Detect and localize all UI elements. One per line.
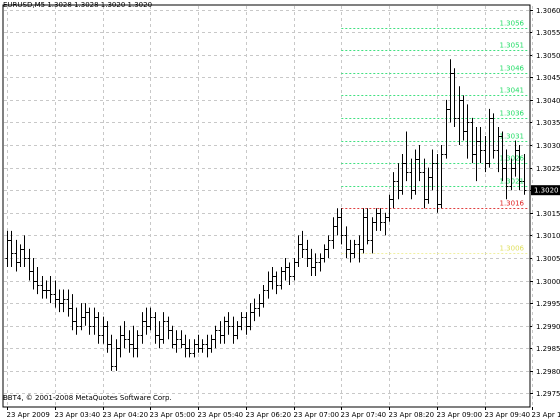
x-tick-label: 23 Apr 06:20 xyxy=(246,411,292,419)
level-label: 1.3031 xyxy=(500,133,525,141)
y-tick-label: 1.2980 xyxy=(536,368,560,376)
y-tick-label: 1.3035 xyxy=(536,119,560,127)
y-tick-label: 1.2985 xyxy=(536,345,560,353)
y-tick-label: 1.3005 xyxy=(536,255,560,263)
x-tick-label: 23 Apr 03:40 xyxy=(55,411,101,419)
y-tick-label: 1.2990 xyxy=(536,323,560,331)
current-price-tag xyxy=(531,185,560,196)
symbol-timeframe: EURUSD,M5 xyxy=(3,1,46,9)
level-label: 1.3046 xyxy=(500,65,525,73)
x-tick-label: 23 Apr 09:40 xyxy=(485,411,531,419)
x-tick-label: 23 Apr 07:00 xyxy=(294,411,340,419)
low-value: 1.3020 xyxy=(100,1,126,9)
x-tick-label: 23 Apr 08:20 xyxy=(389,411,435,419)
y-tick-label: 1.3045 xyxy=(536,74,560,82)
x-tick-label: 23 Apr 05:40 xyxy=(198,411,244,419)
y-tick-label: 1.3055 xyxy=(536,29,560,37)
x-tick-label: 23 Apr 04:20 xyxy=(103,411,149,419)
level-label: 1.3026 xyxy=(500,155,525,163)
y-tick-label: 1.3015 xyxy=(536,210,560,218)
x-tick-label: 23 Apr 05:00 xyxy=(150,411,196,419)
y-tick-label: 1.2975 xyxy=(536,390,560,398)
close-value: 1.3020 xyxy=(127,1,153,9)
y-tick-label: 1.3010 xyxy=(536,232,560,240)
x-tick-label: 23 Apr 07:40 xyxy=(341,411,387,419)
y-tick-label: 1.3030 xyxy=(536,142,560,150)
level-label: 1.3036 xyxy=(500,110,525,118)
y-tick-label: 1.3040 xyxy=(536,97,560,105)
chart-title: EURUSD,M5 1.3028 1.3028 1.3020 1.3020 xyxy=(3,1,152,9)
y-tick-label: 1.3025 xyxy=(536,165,560,173)
y-tick-label: 1.3060 xyxy=(536,7,560,15)
plot-frame xyxy=(2,4,531,408)
x-tick-label: 23 Apr 2009 xyxy=(7,411,50,419)
level-label: 1.3006 xyxy=(500,245,525,253)
y-tick-label: 1.3000 xyxy=(536,278,560,286)
level-label: 1.3041 xyxy=(500,87,525,95)
current-price-label: 1.3020 xyxy=(534,187,559,195)
level-label: 1.3051 xyxy=(500,42,525,50)
high-value: 1.3028 xyxy=(74,1,99,9)
copyright-text: BBT4, © 2001-2008 MetaQuotes Software Co… xyxy=(3,394,172,402)
level-label: 1.3056 xyxy=(500,20,525,28)
y-tick-label: 1.2995 xyxy=(536,300,560,308)
open-value: 1.3028 xyxy=(47,1,72,9)
level-label: 1.3016 xyxy=(500,200,525,208)
x-tick-label: 23 Apr 09:00 xyxy=(437,411,483,419)
y-tick-label: 1.3050 xyxy=(536,52,560,60)
x-tick-label: 23 Apr 10:20 xyxy=(532,411,560,419)
